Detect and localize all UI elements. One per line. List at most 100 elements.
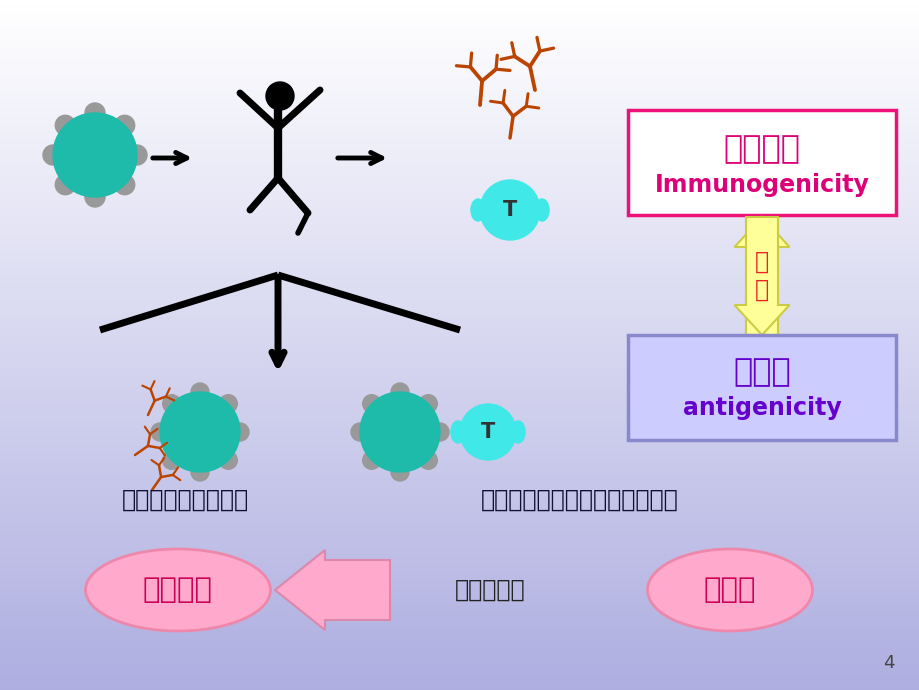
Bar <box>0 464 919 467</box>
Bar <box>0 90 919 92</box>
Bar <box>0 371 919 373</box>
Circle shape <box>43 145 62 165</box>
Bar <box>0 9 919 12</box>
Bar <box>0 502 919 504</box>
Bar <box>0 350 919 353</box>
FancyArrow shape <box>733 217 789 335</box>
Bar <box>0 504 919 506</box>
Bar <box>0 433 919 435</box>
Bar <box>0 226 919 228</box>
Bar <box>0 78 919 81</box>
Bar <box>0 471 919 474</box>
Bar <box>0 671 919 674</box>
Bar <box>0 76 919 79</box>
Bar <box>0 483 919 486</box>
Bar <box>0 347 919 350</box>
Bar <box>0 108 919 111</box>
Bar <box>0 157 919 159</box>
Bar <box>0 133 919 136</box>
Circle shape <box>430 423 448 441</box>
Bar <box>0 193 919 196</box>
Bar <box>0 46 919 49</box>
Bar <box>0 616 919 619</box>
Bar <box>0 306 919 308</box>
Bar <box>0 228 919 230</box>
Bar <box>0 150 919 152</box>
Bar <box>0 281 919 284</box>
Bar <box>0 366 919 368</box>
Bar <box>0 343 919 346</box>
Bar <box>0 219 919 221</box>
Bar <box>0 230 919 233</box>
Bar <box>0 329 919 332</box>
Circle shape <box>391 383 409 401</box>
Bar <box>0 419 919 422</box>
Bar <box>0 112 919 115</box>
Bar <box>0 264 919 267</box>
Bar <box>0 55 919 58</box>
Bar <box>0 117 919 120</box>
Bar <box>0 315 919 318</box>
Text: 免疫原性: 免疫原性 <box>722 135 800 166</box>
Bar <box>0 122 919 125</box>
Bar <box>0 255 919 258</box>
Bar <box>0 340 919 343</box>
Bar <box>0 635 919 638</box>
Bar <box>0 136 919 139</box>
Bar <box>0 207 919 210</box>
Bar <box>0 485 919 488</box>
Bar <box>0 12 919 14</box>
Bar <box>0 310 919 313</box>
Circle shape <box>359 392 439 472</box>
Bar <box>0 147 919 150</box>
Bar <box>0 129 919 132</box>
Text: 4: 4 <box>882 654 894 672</box>
Bar <box>0 667 919 670</box>
Bar <box>0 656 919 658</box>
Bar <box>0 269 919 272</box>
Circle shape <box>362 395 380 413</box>
Bar <box>0 101 919 104</box>
Bar <box>0 253 919 256</box>
Circle shape <box>53 113 137 197</box>
Circle shape <box>219 395 237 413</box>
Bar <box>0 573 919 575</box>
Bar <box>0 32 919 35</box>
Bar <box>0 416 919 419</box>
Bar <box>0 179 919 182</box>
Bar <box>0 191 919 194</box>
Bar <box>0 317 919 320</box>
Bar <box>0 589 919 591</box>
Bar <box>0 336 919 339</box>
Bar <box>0 214 919 217</box>
Bar <box>0 678 919 681</box>
Circle shape <box>219 451 237 469</box>
Circle shape <box>191 463 209 481</box>
Text: 半抗原: 半抗原 <box>703 576 755 604</box>
Bar <box>0 520 919 522</box>
Bar <box>0 664 919 667</box>
Bar <box>0 41 919 44</box>
Bar <box>0 580 919 582</box>
Bar <box>0 651 919 653</box>
Bar <box>0 488 919 491</box>
Bar <box>0 437 919 440</box>
Bar <box>0 647 919 649</box>
Bar <box>0 313 919 315</box>
Bar <box>0 26 919 28</box>
Bar <box>0 345 919 348</box>
Bar <box>0 181 919 184</box>
Bar <box>0 609 919 612</box>
Bar <box>0 540 919 543</box>
Bar <box>0 290 919 293</box>
Bar <box>0 276 919 279</box>
FancyArrow shape <box>733 217 789 335</box>
Bar <box>0 446 919 449</box>
Bar <box>0 60 919 63</box>
Bar <box>0 295 919 297</box>
Bar <box>0 223 919 226</box>
Bar <box>0 669 919 672</box>
Bar <box>0 688 919 690</box>
Bar <box>0 453 919 456</box>
Bar <box>0 19 919 21</box>
